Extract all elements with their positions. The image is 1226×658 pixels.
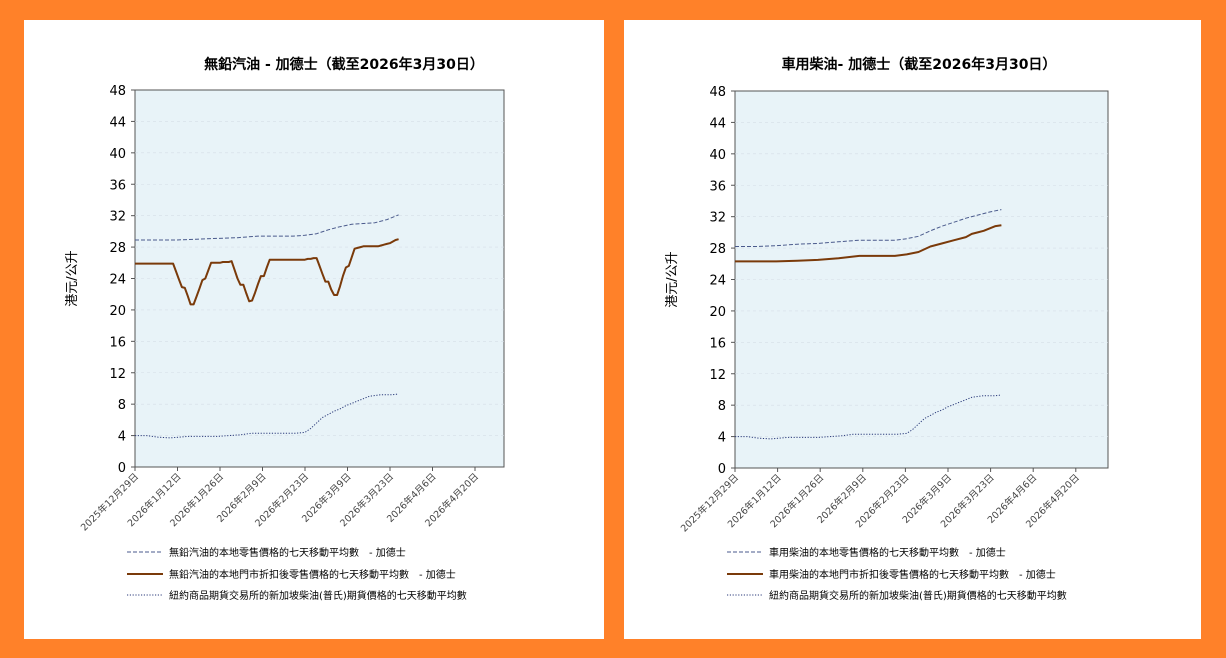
y-tick-label: 40	[109, 147, 126, 162]
y-tick-label: 36	[109, 178, 126, 193]
diesel-chart: 車用柴油- 加德士（截至2026年3月30日）04812162024283236…	[665, 56, 1109, 602]
y-tick-label: 20	[709, 305, 726, 320]
y-tick-label: 12	[109, 367, 126, 382]
y-tick-label: 16	[709, 336, 726, 351]
series-line-dashed	[135, 214, 399, 241]
series-line-dotted	[135, 393, 399, 439]
legend-label: 無鉛汽油的本地零售價格的七天移動平均數 - 加德士	[169, 546, 406, 559]
y-tick-label: 32	[109, 210, 126, 225]
y-tick-label: 40	[709, 148, 726, 163]
y-tick-label: 16	[109, 335, 126, 350]
y-tick-label: 32	[709, 211, 726, 226]
y-tick-label: 24	[109, 273, 126, 288]
unleaded-petrol-chart-panel: 無鉛汽油 - 加德士（截至2026年3月30日） 0 4 8 12 16 20 24 28 32 3…	[24, 20, 604, 639]
legend-label: 無鉛汽油的本地門市折扣後零售價格的七天移動平均數 - 加德士	[169, 568, 456, 581]
y-tick-label: 48	[709, 85, 726, 100]
series-line-solid	[735, 224, 1002, 263]
series-line-solid	[135, 238, 399, 306]
y-tick-label: 24	[709, 274, 726, 289]
series-line-dotted	[735, 394, 1002, 440]
y-tick-label: 36	[709, 179, 726, 194]
y-tick-label: 28	[709, 242, 726, 257]
legend-label: 車用柴油的本地門市折扣後零售價格的七天移動平均數 - 加德士	[769, 568, 1056, 581]
y-axis-label: 港元/公升	[665, 251, 680, 307]
y-tick-label: 28	[109, 241, 126, 256]
chart-title: 無鉛汽油 - 加德士（截至2026年3月30日）	[204, 56, 484, 73]
y-tick-label: 12	[709, 368, 726, 383]
series-line-dashed	[735, 209, 1002, 247]
legend-label: 紐約商品期貨交易所的新加坡柴油(普氏)期貨價格的七天移動平均數	[169, 589, 467, 602]
y-tick-label: 8	[718, 399, 726, 414]
y-tick-label: 20	[109, 304, 126, 319]
y-tick-label: 4	[718, 431, 726, 446]
y-axis-label: 港元/公升	[65, 250, 80, 306]
y-tick-label: 0	[118, 461, 126, 476]
legend-label: 車用柴油的本地零售價格的七天移動平均數 - 加德士	[769, 546, 1006, 559]
unleaded-petrol-chart: 無鉛汽油 - 加德士（截至2026年3月30日）0481216202428323…	[65, 56, 505, 602]
diesel-chart-panel: 車用柴油- 加德士（截至2026年3月30日） 0 4 8 12 16 20 24 28 32 36…	[624, 20, 1201, 639]
y-tick-label: 44	[109, 115, 126, 130]
y-tick-label: 8	[118, 398, 126, 413]
legend-label: 紐約商品期貨交易所的新加坡柴油(普氏)期貨價格的七天移動平均數	[769, 589, 1067, 602]
chart-title: 車用柴油- 加德士（截至2026年3月30日）	[782, 56, 1057, 73]
y-tick-label: 44	[709, 116, 726, 131]
y-tick-label: 4	[118, 430, 126, 445]
y-tick-label: 0	[718, 462, 726, 477]
y-tick-label: 48	[109, 84, 126, 99]
